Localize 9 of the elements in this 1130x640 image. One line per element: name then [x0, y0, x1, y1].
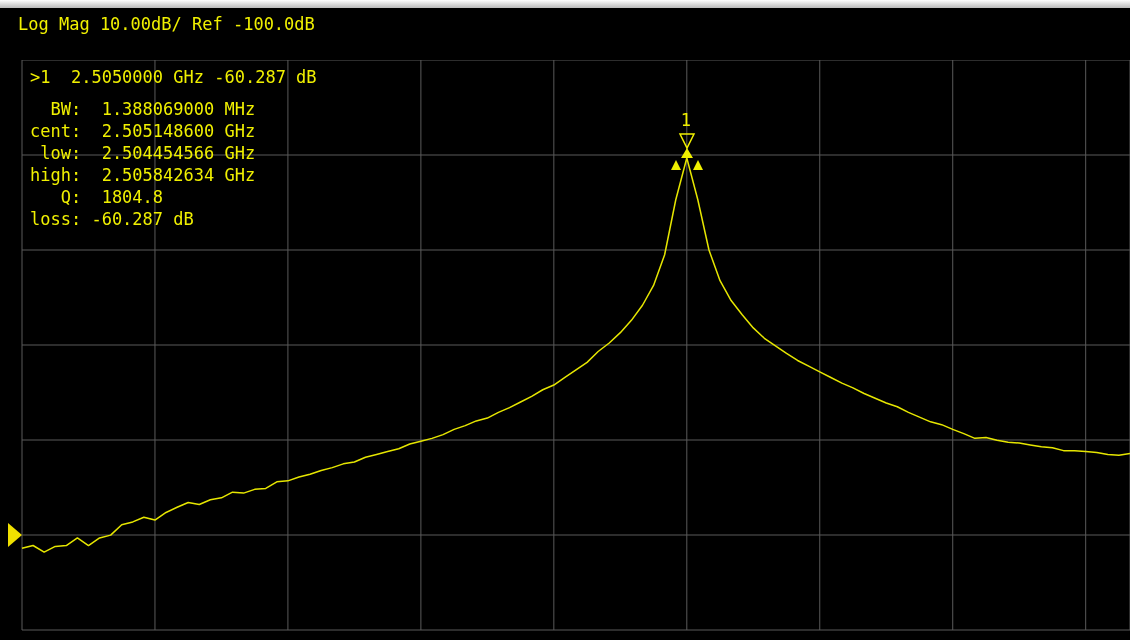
- chart-title: Log Mag 10.00dB/ Ref -100.0dB: [18, 14, 315, 34]
- annotation: loss: -60.287 dB: [30, 208, 195, 230]
- text: cent: 2.505148600 GHz: [30, 120, 257, 142]
- text: 1: [680, 109, 692, 130]
- text: BW: 1.388069000 MHz: [49, 98, 257, 120]
- annotation: low: 2.504454566 GHz: [39, 142, 257, 164]
- text: >1 2.5050000 GHz -60.287 dB: [30, 66, 317, 88]
- annotation: Q: 1804.8: [59, 186, 165, 208]
- annotation: high: 2.505842634 GHz: [30, 164, 257, 186]
